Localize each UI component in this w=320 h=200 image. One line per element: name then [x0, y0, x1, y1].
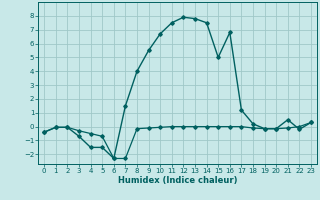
X-axis label: Humidex (Indice chaleur): Humidex (Indice chaleur)	[118, 176, 237, 185]
